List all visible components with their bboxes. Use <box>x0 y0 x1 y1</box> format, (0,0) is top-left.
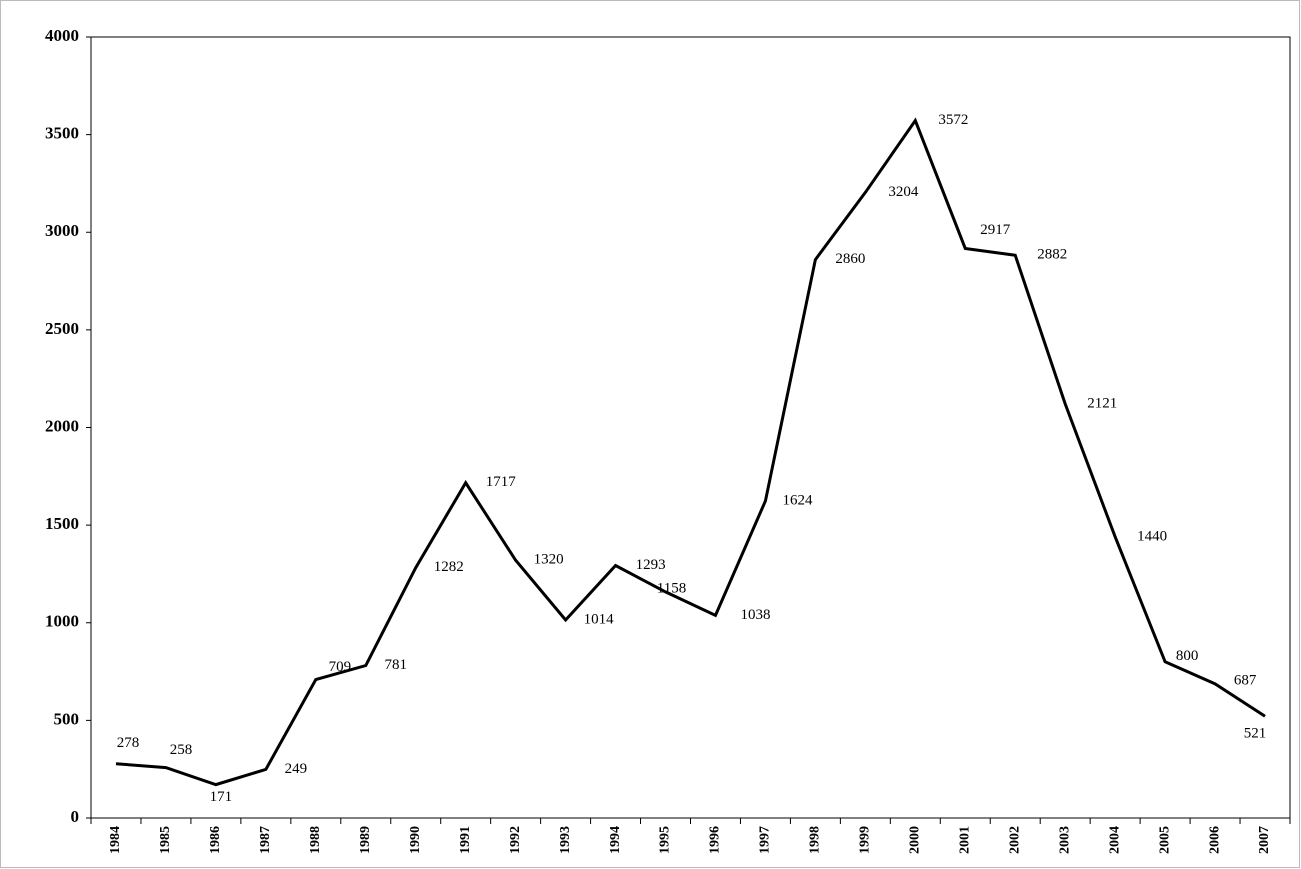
x-tick-label: 2000 <box>908 826 923 854</box>
x-tick-label: 1986 <box>208 826 223 854</box>
x-tick-label: 1987 <box>258 826 273 854</box>
x-tick-label: 1999 <box>858 826 873 854</box>
value-label: 800 <box>1176 648 1199 664</box>
value-label: 249 <box>285 761 308 777</box>
x-tick-label: 1994 <box>608 826 623 854</box>
value-label: 2860 <box>835 251 865 267</box>
y-tick-label: 500 <box>54 709 80 728</box>
x-tick-label: 1991 <box>458 826 473 854</box>
value-label: 1717 <box>486 474 517 490</box>
y-tick-label: 4000 <box>45 26 79 45</box>
value-label: 521 <box>1244 726 1267 742</box>
value-label: 3204 <box>888 184 919 200</box>
x-tick-label: 1993 <box>558 826 573 854</box>
x-tick-label: 2003 <box>1057 826 1072 854</box>
value-label: 2917 <box>980 222 1011 238</box>
value-label: 2882 <box>1037 247 1067 263</box>
x-tick-label: 2001 <box>957 826 972 854</box>
value-label: 709 <box>329 659 352 675</box>
x-tick-label: 1984 <box>108 826 123 854</box>
x-tick-label: 1990 <box>408 826 423 854</box>
x-tick-label: 2002 <box>1007 826 1022 854</box>
x-tick-label: 1998 <box>808 826 823 854</box>
value-label: 1624 <box>782 492 813 508</box>
x-tick-label: 1989 <box>358 826 373 854</box>
x-tick-label: 1997 <box>758 826 773 854</box>
value-label: 2121 <box>1087 395 1117 411</box>
x-tick-label: 2005 <box>1157 826 1172 854</box>
value-label: 3572 <box>938 112 968 128</box>
y-tick-label: 1000 <box>45 612 79 631</box>
value-label: 781 <box>385 657 408 673</box>
y-tick-label: 3500 <box>45 124 79 143</box>
value-label: 1293 <box>636 557 666 573</box>
x-tick-label: 1995 <box>658 826 673 854</box>
value-label: 1282 <box>434 559 464 575</box>
value-label: 278 <box>117 735 140 751</box>
value-label: 1038 <box>740 607 770 623</box>
value-label: 1440 <box>1137 528 1167 544</box>
value-label: 1014 <box>584 611 615 627</box>
y-tick-label: 3000 <box>45 221 79 240</box>
line <box>115 117 1266 787</box>
value-label: 687 <box>1234 672 1257 688</box>
y-tick-label: 2000 <box>45 416 79 435</box>
x-tick-label: 1992 <box>508 826 523 854</box>
x-tick-label: 1988 <box>308 826 323 854</box>
y-tick-label: 2500 <box>45 319 79 338</box>
x-tick-label: 1985 <box>158 826 173 854</box>
value-label: 1320 <box>534 552 564 568</box>
value-label: 258 <box>170 742 193 758</box>
value-label: 1158 <box>657 580 686 596</box>
y-tick-label: 1500 <box>45 514 79 533</box>
x-tick-label: 2006 <box>1207 826 1222 854</box>
x-tick-label: 2004 <box>1107 826 1122 854</box>
x-tick-label: 1996 <box>708 826 723 854</box>
x-tick-label: 2007 <box>1257 826 1272 854</box>
value-label: 171 <box>210 789 233 805</box>
y-tick-label: 0 <box>71 807 80 826</box>
